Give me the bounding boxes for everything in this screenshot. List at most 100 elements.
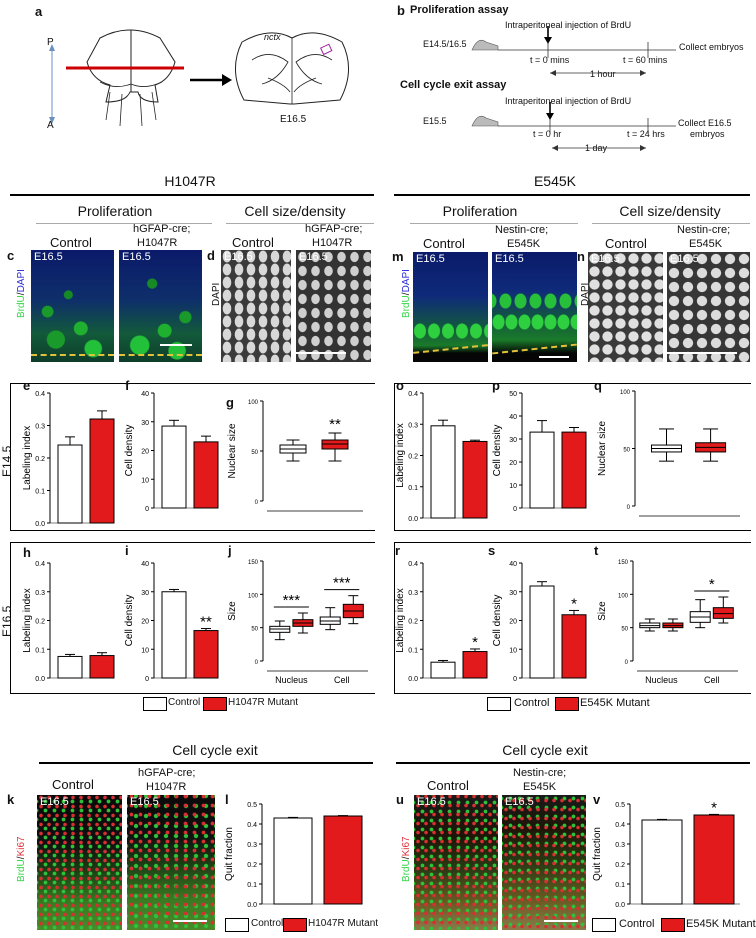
- m-mutant-label-1: Nestin-cre;: [495, 224, 549, 236]
- y-tick-label: 0.4: [615, 822, 625, 829]
- chart-e: 0.0 0.1 0.2 0.3 0.4 Labeling index: [22, 391, 115, 528]
- legend-control-label-l: Control: [251, 918, 284, 929]
- c-control-label: Control: [50, 235, 92, 250]
- y-tick-label: 0.1: [35, 647, 45, 654]
- y-axis-label: Labeling index: [22, 426, 33, 491]
- y-axis-label: Labeling index: [395, 588, 406, 653]
- y-tick-label: 20: [509, 460, 517, 467]
- panel-label-i: i: [125, 543, 129, 558]
- panel-label-l: l: [225, 792, 229, 807]
- axis-anterior-label: A: [47, 120, 54, 131]
- n-mutant-label-1: Nestin-cre;: [677, 224, 731, 236]
- k-control-label: Control: [52, 777, 94, 792]
- stamp: E16.5: [670, 253, 699, 265]
- stamp: E16.5: [417, 796, 446, 808]
- micrograph-u-mutant: E16.5: [502, 795, 586, 930]
- e16-box-right: [394, 542, 751, 694]
- y-tick-label: 0.2: [247, 862, 257, 869]
- e545k-header: E545K: [533, 173, 577, 189]
- e545k-rule: [394, 194, 750, 196]
- u-mutant-label-1: Nestin-cre;: [513, 767, 567, 779]
- bar-control: [529, 431, 555, 509]
- y-tick-label: 0.0: [615, 902, 625, 909]
- y-tick-label: 40: [141, 391, 149, 398]
- stamp: E16.5: [495, 253, 524, 265]
- y-tick-label: 0.1: [35, 489, 45, 496]
- panel-label-e: e: [23, 378, 31, 393]
- panel-label-d: d: [207, 248, 215, 263]
- scale-bar: [544, 920, 578, 922]
- panel-label-m: m: [392, 249, 404, 264]
- y-axis-label: Cell density: [124, 595, 135, 647]
- bar-control: [641, 819, 683, 905]
- element: [413, 344, 488, 354]
- y-tick-label: 50: [623, 448, 630, 454]
- chart-j: 0 50 100 150 Size Nucleus Cell *** ***: [227, 560, 368, 685]
- significance-mark: **: [200, 614, 212, 631]
- dapi-label: DAPI: [401, 269, 412, 293]
- chart-s: 0 10 20 30 40 Cell density *: [492, 561, 587, 683]
- panel-label-b: b: [397, 3, 405, 18]
- y-tick-label: 0.0: [408, 516, 418, 523]
- c-mutant-label-1: hGFAP-cre;: [133, 223, 191, 235]
- panel-label-o: o: [396, 378, 404, 393]
- y-axis-label: Nuclear size: [597, 421, 608, 476]
- assay-timelines: [471, 26, 676, 151]
- bar-mutant: [193, 441, 219, 509]
- significance-mark: *: [472, 634, 478, 651]
- sep: /: [401, 292, 412, 296]
- legend-mutant-label-h: H1047R Mutant: [228, 697, 299, 708]
- legend-control-swatch-v: [592, 918, 616, 932]
- exit-assay-title: Cell cycle exit assay: [400, 79, 507, 91]
- y-tick-label: 0.5: [247, 802, 257, 809]
- prolif-t0: t = 0 mins: [530, 55, 570, 65]
- legend-control-label-e: Control: [514, 697, 550, 709]
- bar-control: [57, 444, 83, 524]
- panel-label-t: t: [594, 543, 599, 558]
- h-prolif-header: Proliferation: [77, 203, 153, 219]
- y-tick-label: 0.1: [247, 882, 257, 889]
- y-tick-label: 0.3: [615, 842, 625, 849]
- y-tick-label: 0.2: [615, 862, 625, 869]
- neocortex-label: nctx: [264, 32, 281, 42]
- y-axis-label: Cell density: [492, 425, 503, 477]
- y-tick-label: 40: [141, 561, 149, 568]
- bar-control: [161, 591, 187, 679]
- chart-l: 0.0 0.1 0.2 0.3 0.4 0.5 Quit fraction: [224, 802, 363, 909]
- y-tick-label: 150: [618, 560, 629, 566]
- y-tick-label: 0: [627, 505, 631, 511]
- h1047r-rule: [10, 194, 374, 196]
- y-tick-label: 0.4: [247, 822, 257, 829]
- micrograph-n-control: E16.5: [588, 252, 663, 362]
- e-cellsize-header: Cell size/density: [619, 203, 721, 219]
- legend-mutant-swatch-e: [555, 697, 579, 711]
- stamp: E16.5: [591, 253, 620, 265]
- y-tick-label: 20: [141, 619, 149, 626]
- x-category-label: Nucleus: [645, 675, 678, 685]
- e14-box-left: [10, 383, 375, 531]
- element: [119, 354, 202, 356]
- bar-mutant: [323, 815, 363, 905]
- y-tick-label: 50: [251, 627, 258, 633]
- m-stain-label: BrdU/DAPI: [401, 269, 412, 318]
- y-axis-label: Nuclear size: [227, 423, 238, 478]
- panel-label-q: q: [594, 378, 602, 393]
- exit-collect-1: Collect E16.5: [678, 118, 732, 128]
- y-tick-label: 0.1: [408, 485, 418, 492]
- y-axis-label: Size: [597, 601, 608, 621]
- exit-t1: t = 24 hrs: [627, 129, 665, 139]
- y-tick-label: 0.2: [408, 619, 418, 626]
- y-tick-label: 50: [509, 391, 517, 398]
- y-tick-label: 10: [141, 647, 149, 654]
- legend-control-label-v: Control: [619, 918, 655, 930]
- bar-mutant: [193, 630, 219, 679]
- y-tick-label: 0: [513, 506, 517, 513]
- legend-control-label-h: Control: [168, 697, 201, 708]
- stage-e165-label: E16.5: [0, 605, 14, 637]
- legend-control-swatch-h: [143, 697, 167, 711]
- y-tick-label: 0: [145, 676, 149, 683]
- y-tick-label: 20: [141, 449, 149, 456]
- significance-mark: *: [711, 799, 717, 816]
- sep: /: [16, 292, 27, 296]
- y-tick-label: 30: [141, 590, 149, 597]
